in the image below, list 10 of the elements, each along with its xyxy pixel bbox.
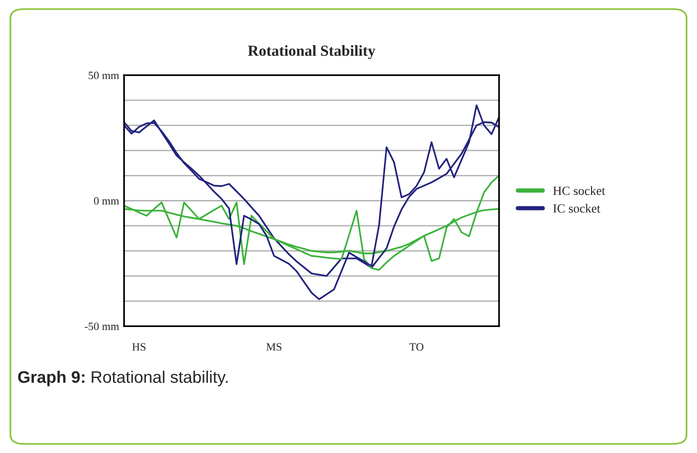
y-tick-label: 0 mm: [94, 197, 120, 205]
y-tick-label: 50 mm: [88, 72, 120, 80]
x-tick-label: MS: [266, 343, 282, 351]
legend-label: HC socket: [553, 186, 606, 196]
x-tick-label: TO: [409, 343, 424, 351]
caption: Graph 9: Rotational stability.: [18, 370, 228, 386]
x-tick-label: HS: [132, 343, 146, 351]
chart-title: Rotational Stability: [248, 45, 376, 60]
legend-label: IC socket: [553, 204, 600, 213]
y-tick-label: -50 mm: [84, 322, 120, 330]
